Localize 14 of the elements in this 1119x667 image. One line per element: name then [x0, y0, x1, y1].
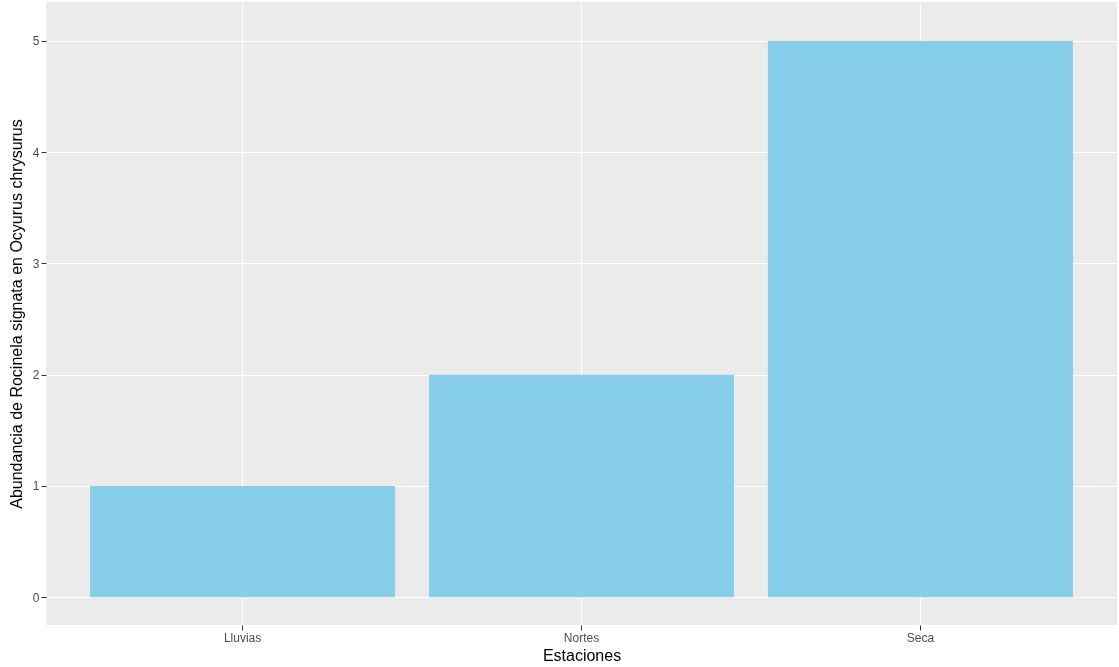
- x-axis-title: Estaciones: [542, 646, 622, 664]
- y-tick-label: 3: [32, 256, 40, 271]
- y-tick-label: 2: [32, 368, 40, 383]
- x-tick-label: Nortes: [563, 630, 600, 645]
- y-tick-label: 5: [32, 34, 40, 49]
- y-tick-label: 0: [32, 590, 40, 605]
- x-tick-label: Seca: [906, 630, 935, 645]
- bar: [90, 485, 396, 598]
- bar: [428, 374, 735, 598]
- bar: [767, 40, 1073, 598]
- y-tick-label: 4: [32, 145, 40, 160]
- y-axis-title: Abundancia de Rocinela signata en Ocyurus chrysurus: [7, 119, 25, 509]
- y-tick-label: 1: [32, 479, 40, 494]
- x-tick-label: Lluvias: [223, 630, 262, 645]
